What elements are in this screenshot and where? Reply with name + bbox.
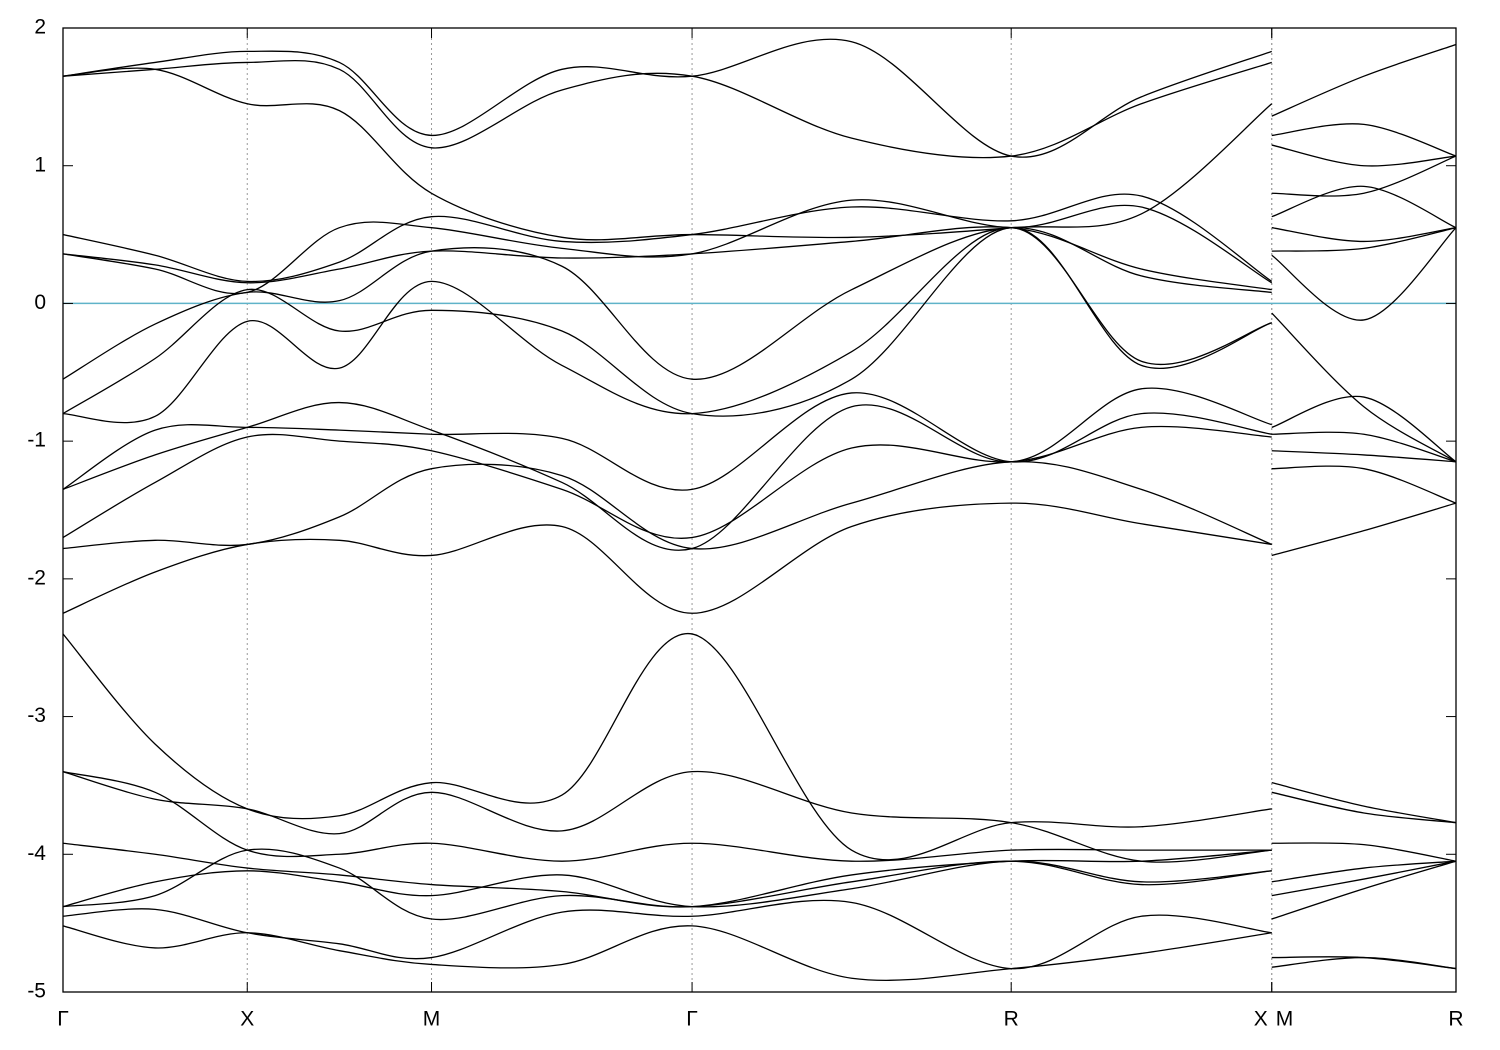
y-tick-label: -4 bbox=[27, 842, 46, 865]
bands-layer bbox=[63, 38, 1456, 981]
band-line bbox=[63, 925, 1456, 981]
band-line bbox=[63, 633, 1456, 861]
band-line bbox=[63, 860, 1456, 908]
grid-layer bbox=[62, 28, 1457, 992]
band-line bbox=[63, 842, 1456, 908]
x-tick-label: Γ bbox=[57, 1008, 69, 1031]
y-tick-label: 2 bbox=[34, 16, 46, 39]
x-tick-label: Γ bbox=[686, 1008, 698, 1031]
x-tick-label: R bbox=[1448, 1008, 1463, 1031]
y-tick-label: -3 bbox=[27, 704, 46, 727]
y-tick-label: 0 bbox=[34, 291, 46, 314]
band-line bbox=[63, 848, 1456, 921]
plot-frame bbox=[62, 27, 1457, 993]
x-tick-label: R bbox=[1004, 1008, 1019, 1031]
band-line bbox=[63, 425, 1456, 539]
band-line bbox=[63, 387, 1456, 551]
y-tick-label: -2 bbox=[27, 566, 46, 589]
band-line bbox=[63, 67, 1456, 241]
band-line bbox=[63, 59, 1456, 159]
band-line bbox=[63, 899, 1456, 970]
band-line bbox=[63, 770, 1456, 863]
x-tick-label: M bbox=[423, 1008, 441, 1031]
band-line bbox=[63, 227, 1456, 417]
x-tick-label: X bbox=[240, 1008, 254, 1031]
y-tick-label: 1 bbox=[34, 153, 46, 176]
band-line bbox=[63, 38, 1456, 158]
band-line bbox=[63, 185, 1456, 295]
x-tick-label: X bbox=[1254, 1008, 1268, 1031]
band-line bbox=[63, 226, 1456, 291]
band-line bbox=[63, 460, 1456, 550]
x-tick-label: M bbox=[1276, 1008, 1294, 1031]
band-line bbox=[63, 392, 1456, 491]
band-line bbox=[63, 155, 1456, 283]
y-tick-label: -5 bbox=[27, 980, 46, 1003]
y-tick-label: -1 bbox=[27, 429, 46, 452]
band-line bbox=[63, 502, 1456, 614]
band-line bbox=[63, 771, 1456, 862]
